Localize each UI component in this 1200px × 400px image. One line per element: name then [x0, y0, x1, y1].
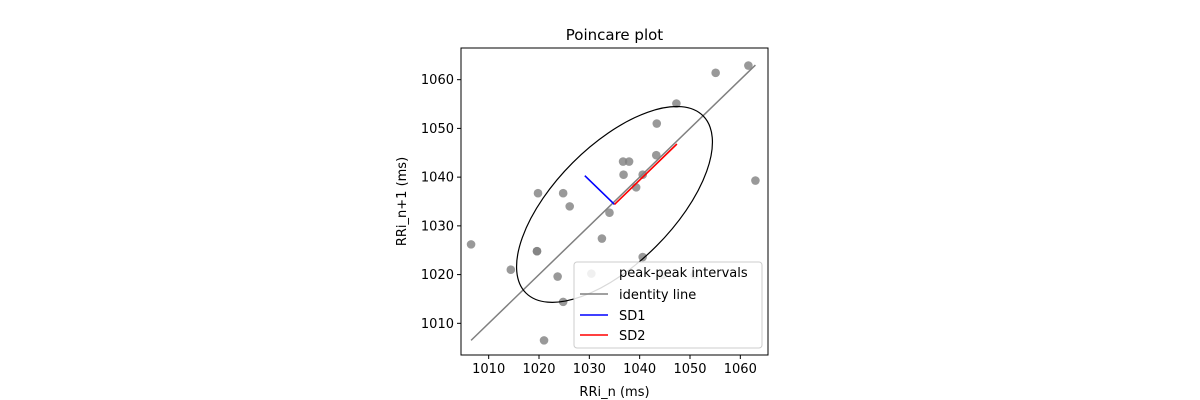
- x-axis-ticks: 1010 1020 1030 1040 1050 1060: [472, 355, 757, 377]
- data-point: [672, 99, 681, 108]
- x-tick-label: 1020: [522, 362, 555, 377]
- legend-label-sd1: SD1: [619, 309, 646, 324]
- y-axis-label: RRi_n+1 (ms): [395, 157, 410, 246]
- data-point: [539, 336, 549, 345]
- data-point: [466, 240, 476, 249]
- x-tick-label: 1050: [673, 362, 706, 377]
- data-point: [744, 61, 753, 70]
- data-point: [506, 265, 516, 275]
- x-axis-label: RRi_n (ms): [579, 385, 649, 400]
- legend-label-identity: identity line: [619, 288, 696, 303]
- sd1-line: [584, 175, 616, 205]
- y-tick-label: 1020: [421, 268, 454, 283]
- data-point: [711, 68, 720, 78]
- chart-title: Poincare plot: [566, 26, 664, 44]
- data-point: [605, 208, 614, 218]
- data-point: [565, 202, 575, 211]
- y-tick-label: 1010: [421, 317, 454, 332]
- data-point: [638, 252, 647, 262]
- data-point: [751, 176, 760, 185]
- data-point: [624, 157, 634, 166]
- legend: peak-peak intervals identity line SD1 SD…: [573, 261, 763, 349]
- sd-ellipse: [515, 105, 714, 303]
- data-point: [558, 188, 568, 198]
- y-axis-ticks: 1010 1020 1030 1040 1050 1060: [421, 73, 461, 332]
- y-tick-label: 1050: [421, 122, 454, 137]
- x-tick-label: 1060: [724, 362, 757, 377]
- data-point: [652, 119, 662, 128]
- data-point: [619, 170, 628, 179]
- data-point: [553, 272, 562, 281]
- data-point: [532, 246, 542, 256]
- legend-box: [573, 261, 763, 349]
- x-tick-label: 1030: [573, 362, 606, 377]
- sd2-line: [613, 143, 678, 205]
- plot-frame: [460, 47, 769, 356]
- y-tick-label: 1060: [421, 73, 454, 88]
- x-tick-label: 1010: [472, 362, 505, 377]
- legend-label-points: peak-peak intervals: [619, 266, 748, 281]
- data-point: [651, 150, 661, 160]
- data-point: [533, 188, 543, 198]
- y-tick-label: 1030: [421, 219, 454, 234]
- data-point: [618, 157, 628, 166]
- y-tick-label: 1040: [421, 171, 454, 186]
- data-point: [597, 234, 607, 243]
- legend-label-sd2: SD2: [619, 329, 646, 344]
- x-tick-label: 1040: [623, 362, 656, 377]
